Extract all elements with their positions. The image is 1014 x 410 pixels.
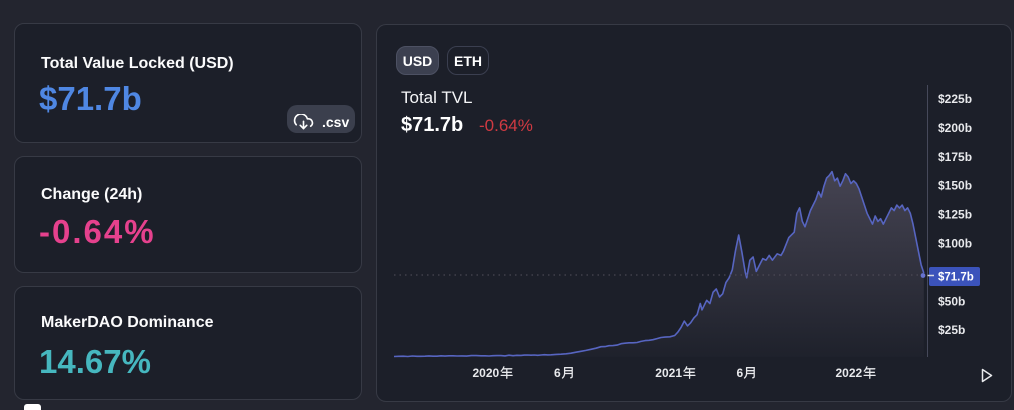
svg-text:2021: 2021 (655, 366, 682, 380)
svg-text:$125b: $125b (938, 208, 972, 222)
svg-text:$71.7b: $71.7b (938, 272, 974, 284)
svg-text:$150b: $150b (938, 179, 972, 193)
svg-text:2022: 2022 (836, 366, 863, 380)
svg-text:2020: 2020 (473, 366, 500, 380)
svg-text:$175b: $175b (938, 150, 972, 164)
svg-text:$200b: $200b (938, 121, 972, 135)
svg-text:$100b: $100b (938, 237, 972, 251)
svg-text:6: 6 (554, 366, 561, 380)
svg-text:6: 6 (737, 366, 744, 380)
svg-text:$50b: $50b (938, 294, 965, 308)
svg-text:$225b: $225b (938, 92, 972, 106)
svg-text:$25b: $25b (938, 323, 965, 337)
